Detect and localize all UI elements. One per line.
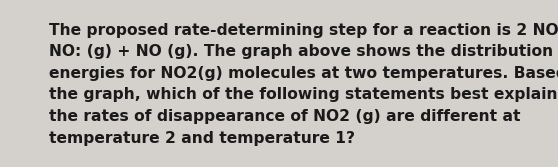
Text: The proposed rate-determining step for a reaction is 2 NO2(9) ->
NO: (g) + NO (g: The proposed rate-determining step for a… — [49, 23, 558, 146]
